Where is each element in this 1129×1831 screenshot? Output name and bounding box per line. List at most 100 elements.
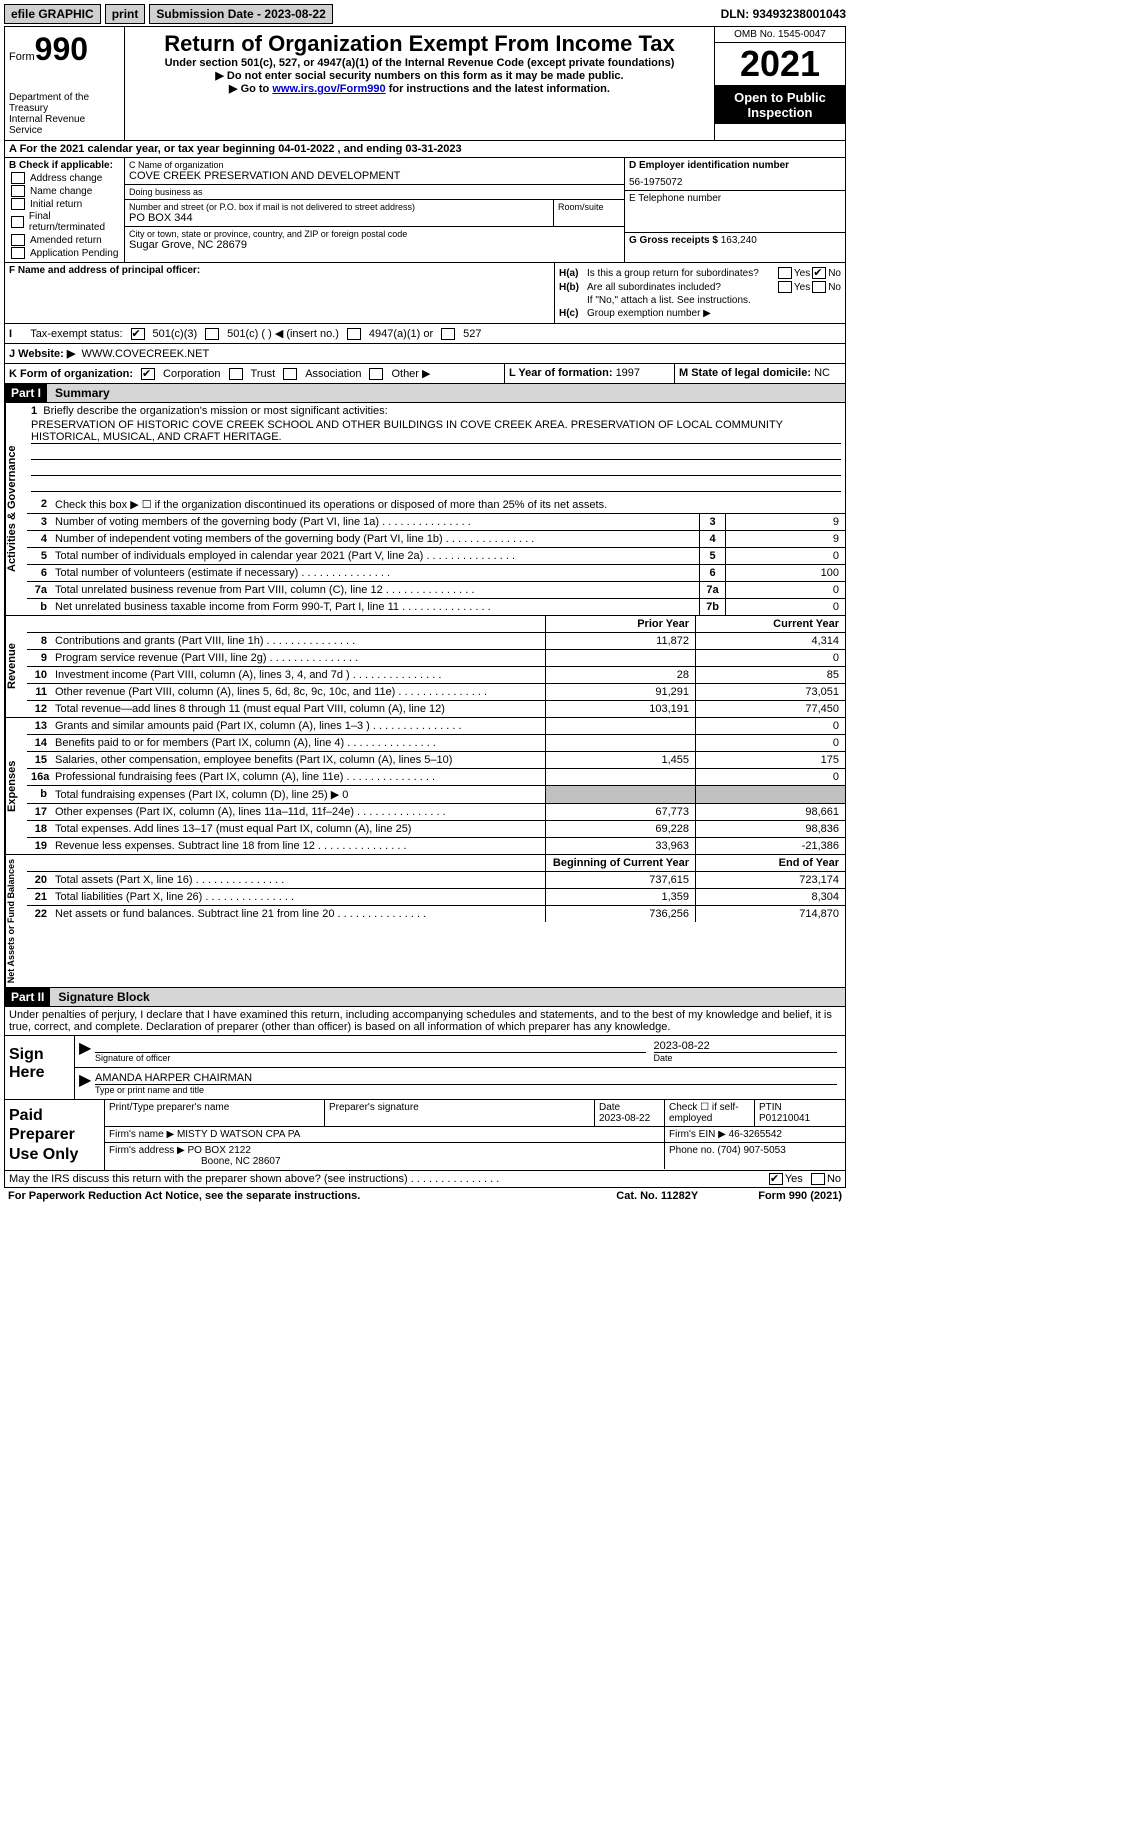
row-j-website: J Website: ▶ WWW.COVECREEK.NET xyxy=(4,344,846,364)
firm-ein-cell: Firm's EIN ▶ 46-3265542 xyxy=(665,1127,845,1142)
ha-no[interactable] xyxy=(812,267,826,279)
line-3: 3Number of voting members of the governi… xyxy=(27,514,845,531)
col-f-officer: F Name and address of principal officer: xyxy=(5,263,555,323)
row-i-tax-status: I Tax-exempt status: 501(c)(3) 501(c) ( … xyxy=(4,324,846,344)
line1-mission: 1 Briefly describe the organization's mi… xyxy=(27,403,845,496)
form-header: Form990 Department of the Treasury Inter… xyxy=(4,26,846,141)
irs-label: Internal Revenue Service xyxy=(9,114,120,136)
col-d-ein: D Employer identification number 56-1975… xyxy=(625,158,845,262)
line-13: 13Grants and similar amounts paid (Part … xyxy=(27,718,845,735)
officer-name-title: AMANDA HARPER CHAIRMAN xyxy=(95,1072,837,1084)
paperwork-notice: For Paperwork Reduction Act Notice, see … xyxy=(8,1190,616,1202)
org-name-cell: C Name of organization COVE CREEK PRESER… xyxy=(125,158,624,185)
state-domicile: M State of legal domicile: NC xyxy=(675,364,845,383)
chk-corporation[interactable] xyxy=(141,368,155,380)
line-19: 19Revenue less expenses. Subtract line 1… xyxy=(27,838,845,854)
summary-expenses: Expenses 13Grants and similar amounts pa… xyxy=(4,718,846,855)
hb-yes[interactable] xyxy=(778,281,792,293)
summary-revenue: Revenue Prior YearCurrent Year 8Contribu… xyxy=(4,616,846,718)
omb-number: OMB No. 1545-0047 xyxy=(715,27,845,43)
section-b-c-d: B Check if applicable: Address change Na… xyxy=(4,158,846,263)
hb-no[interactable] xyxy=(812,281,826,293)
open-inspection: Open to Public Inspection xyxy=(715,86,845,124)
revenue-header: Prior YearCurrent Year xyxy=(27,616,845,633)
dept-treasury: Department of the Treasury xyxy=(9,92,120,114)
ein-cell: D Employer identification number 56-1975… xyxy=(625,158,845,191)
line-7b: bNet unrelated business taxable income f… xyxy=(27,599,845,615)
preparer-name-cell: Print/Type preparer's name xyxy=(105,1100,325,1126)
chk-address-change[interactable]: Address change xyxy=(9,172,120,184)
line-5: 5Total number of individuals employed in… xyxy=(27,548,845,565)
street-address: PO BOX 344 xyxy=(129,212,549,224)
line-9: 9Program service revenue (Part VIII, lin… xyxy=(27,650,845,667)
line2-checkbox: 2Check this box ▶ ☐ if the organization … xyxy=(27,496,845,514)
line-7a: 7aTotal unrelated business revenue from … xyxy=(27,582,845,599)
net-header: Beginning of Current YearEnd of Year xyxy=(27,855,845,872)
mission-text: PRESERVATION OF HISTORIC COVE CREEK SCHO… xyxy=(31,419,841,444)
perjury-declaration: Under penalties of perjury, I declare th… xyxy=(4,1007,846,1036)
irs-link[interactable]: www.irs.gov/Form990 xyxy=(272,83,385,95)
summary-activities-governance: Activities & Governance 1 Briefly descri… xyxy=(4,403,846,616)
header-left: Form990 Department of the Treasury Inter… xyxy=(5,27,125,140)
subtitle-2: ▶ Do not enter social security numbers o… xyxy=(129,69,710,82)
summary-net-assets: Net Assets or Fund Balances Beginning of… xyxy=(4,855,846,988)
dln-label: DLN: 93493238001043 xyxy=(721,7,846,21)
city-state-zip: Sugar Grove, NC 28679 xyxy=(129,239,620,251)
col-c-org-info: C Name of organization COVE CREEK PRESER… xyxy=(125,158,625,262)
sign-here-block: Sign Here ▶ Signature of officer 2023-08… xyxy=(4,1036,846,1100)
vlabel-net: Net Assets or Fund Balances xyxy=(5,855,27,987)
line-6: 6Total number of volunteers (estimate if… xyxy=(27,565,845,582)
ein-value: 56-1975072 xyxy=(629,177,841,188)
chk-4947[interactable] xyxy=(347,328,361,340)
print-button[interactable]: print xyxy=(105,4,146,24)
topbar: efile GRAPHIC print Submission Date - 20… xyxy=(4,4,846,24)
hb-note: If "No," attach a list. See instructions… xyxy=(559,295,841,306)
org-name: COVE CREEK PRESERVATION AND DEVELOPMENT xyxy=(129,170,620,182)
chk-527[interactable] xyxy=(441,328,455,340)
subtitle-1: Under section 501(c), 527, or 4947(a)(1)… xyxy=(129,57,710,69)
line-16b: bTotal fundraising expenses (Part IX, co… xyxy=(27,786,845,804)
chk-other[interactable] xyxy=(369,368,383,380)
arrow-icon: ▶ xyxy=(79,1038,91,1065)
chk-trust[interactable] xyxy=(229,368,243,380)
chk-application-pending[interactable]: Application Pending xyxy=(9,247,120,259)
col-b-label: B Check if applicable: xyxy=(9,160,120,171)
discuss-yes[interactable] xyxy=(769,1173,783,1185)
gross-receipts: 163,240 xyxy=(721,235,757,246)
col-b-checkboxes: B Check if applicable: Address change Na… xyxy=(5,158,125,262)
gross-receipts-cell: G Gross receipts $ 163,240 xyxy=(625,233,845,248)
row-k-org-form: K Form of organization: Corporation Trus… xyxy=(4,364,846,384)
phone-cell: E Telephone number xyxy=(625,191,845,233)
dba-cell: Doing business as xyxy=(125,185,624,200)
form-number: Form990 xyxy=(9,31,120,68)
line-11: 11Other revenue (Part VIII, column (A), … xyxy=(27,684,845,701)
discuss-no[interactable] xyxy=(811,1173,825,1185)
sig-officer-label: Signature of officer xyxy=(95,1052,646,1063)
tax-year: 2021 xyxy=(715,43,845,86)
form-footer: Form 990 (2021) xyxy=(758,1190,842,1202)
chk-name-change[interactable]: Name change xyxy=(9,185,120,197)
chk-association[interactable] xyxy=(283,368,297,380)
firm-name-cell: Firm's name ▶ MISTY D WATSON CPA PA xyxy=(105,1127,665,1142)
chk-final-return[interactable]: Final return/terminated xyxy=(9,211,120,233)
firm-phone-cell: Phone no. (704) 907-5053 xyxy=(665,1143,845,1169)
efile-graphic-button[interactable]: efile GRAPHIC xyxy=(4,4,101,24)
chk-501c[interactable] xyxy=(205,328,219,340)
line-20: 20Total assets (Part X, line 16)737,6157… xyxy=(27,872,845,889)
chk-501c3[interactable] xyxy=(131,328,145,340)
firm-address-cell: Firm's address ▶ PO BOX 2122 Boone, NC 2… xyxy=(105,1143,665,1169)
line-10: 10Investment income (Part VIII, column (… xyxy=(27,667,845,684)
chk-amended-return[interactable]: Amended return xyxy=(9,234,120,246)
header-center: Return of Organization Exempt From Incom… xyxy=(125,27,715,140)
line-16a: 16aProfessional fundraising fees (Part I… xyxy=(27,769,845,786)
year-formation: L Year of formation: 1997 xyxy=(505,364,675,383)
preparer-sig-cell: Preparer's signature xyxy=(325,1100,595,1126)
paid-preparer-block: Paid Preparer Use Only Print/Type prepar… xyxy=(4,1100,846,1171)
sig-date: 2023-08-22 xyxy=(654,1040,838,1052)
line-15: 15Salaries, other compensation, employee… xyxy=(27,752,845,769)
arrow-icon: ▶ xyxy=(79,1070,91,1097)
chk-initial-return[interactable]: Initial return xyxy=(9,198,120,210)
form-990-page: efile GRAPHIC print Submission Date - 20… xyxy=(0,0,850,1208)
header-right: OMB No. 1545-0047 2021 Open to Public In… xyxy=(715,27,845,140)
ha-yes[interactable] xyxy=(778,267,792,279)
